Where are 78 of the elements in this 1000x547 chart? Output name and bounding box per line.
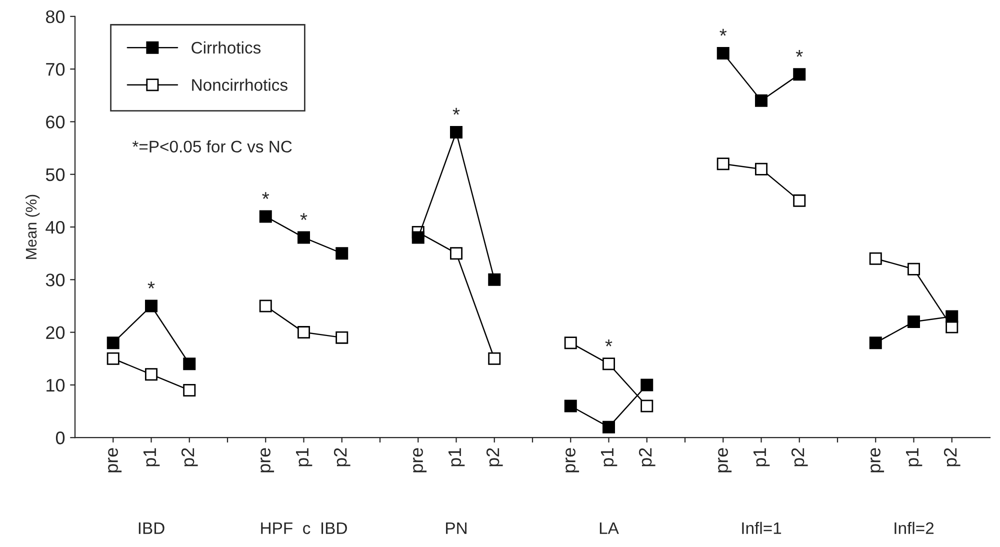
point bbox=[145, 368, 158, 381]
y-tick-label: 30 bbox=[46, 274, 65, 286]
point bbox=[793, 68, 806, 81]
point bbox=[564, 400, 577, 412]
x-tick-label: p2 bbox=[486, 448, 503, 466]
y-tick-label: 50 bbox=[46, 168, 65, 182]
x-tick-label: p2 bbox=[334, 448, 350, 466]
y-tick-label: 0 bbox=[56, 432, 65, 444]
point bbox=[793, 194, 806, 207]
legend-label: Noncirrhotics bbox=[192, 78, 288, 91]
y-tick-label: 60 bbox=[46, 116, 65, 128]
point bbox=[336, 331, 348, 344]
point bbox=[602, 358, 615, 370]
x-tick-label: pre bbox=[108, 448, 122, 472]
point bbox=[106, 352, 120, 365]
data-label: * bbox=[148, 282, 155, 288]
y-tick-label: 80 bbox=[46, 10, 65, 24]
text: HPF c IBD bbox=[261, 522, 347, 534]
point bbox=[716, 47, 730, 60]
text: IBD bbox=[138, 522, 164, 534]
y-tick-label: 40 bbox=[46, 220, 65, 234]
x-tick-label: p2 bbox=[944, 448, 960, 466]
point bbox=[640, 400, 654, 412]
point bbox=[183, 384, 196, 396]
x-tick-label: p1 bbox=[296, 448, 312, 466]
text: Infl=1 bbox=[742, 522, 782, 534]
point bbox=[183, 358, 196, 370]
data-label: * bbox=[720, 28, 727, 36]
point bbox=[755, 94, 768, 107]
x-tick-label: pre bbox=[260, 448, 274, 472]
x-tick-label: pre bbox=[718, 448, 732, 472]
point bbox=[488, 352, 501, 365]
point bbox=[259, 210, 272, 223]
point bbox=[602, 420, 615, 434]
point bbox=[869, 336, 882, 350]
point bbox=[450, 247, 462, 260]
y-tick-label: 70 bbox=[46, 62, 65, 76]
point bbox=[908, 316, 920, 328]
y-tick-label: 20 bbox=[46, 326, 65, 340]
x-tick-label: pre bbox=[870, 448, 884, 472]
x-tick-label: p2 bbox=[638, 448, 656, 466]
x-tick-label: p1 bbox=[906, 448, 922, 466]
legend-label: Cirrhotics bbox=[192, 41, 261, 54]
point bbox=[716, 158, 730, 170]
x-tick-label: p1 bbox=[143, 448, 160, 466]
point bbox=[450, 126, 462, 138]
point bbox=[640, 378, 654, 392]
point bbox=[412, 231, 424, 244]
data-label: * bbox=[300, 213, 308, 220]
point bbox=[755, 162, 768, 176]
x-tick-label: p2 bbox=[791, 448, 808, 466]
x-tick-label: p2 bbox=[181, 448, 198, 466]
x-tick-label: p1 bbox=[753, 448, 770, 466]
data-label: * bbox=[796, 50, 803, 57]
y-axis-title: Mean (%) bbox=[25, 194, 40, 259]
point bbox=[259, 300, 272, 312]
point bbox=[106, 336, 120, 350]
point bbox=[488, 273, 501, 286]
data-label: * bbox=[605, 340, 612, 346]
x-tick-label: pre bbox=[566, 448, 580, 472]
point bbox=[908, 262, 920, 276]
point bbox=[336, 247, 348, 260]
point bbox=[946, 310, 958, 323]
data-label: * bbox=[452, 108, 460, 115]
y-tick-label: 10 bbox=[46, 378, 65, 392]
data-label: * bbox=[262, 192, 270, 199]
text: Infl=2 bbox=[894, 522, 934, 534]
point bbox=[869, 252, 882, 265]
x-tick-label: p1 bbox=[448, 448, 465, 466]
point bbox=[298, 326, 310, 339]
point bbox=[298, 231, 310, 244]
x-tick-label: pre bbox=[413, 448, 427, 472]
point bbox=[564, 336, 577, 350]
text: LA bbox=[600, 522, 619, 534]
x-tick-label: p1 bbox=[600, 448, 618, 466]
annotation: *=P<0.05 for C vs NC bbox=[132, 140, 292, 153]
point bbox=[145, 300, 158, 312]
text: PN bbox=[446, 522, 466, 534]
